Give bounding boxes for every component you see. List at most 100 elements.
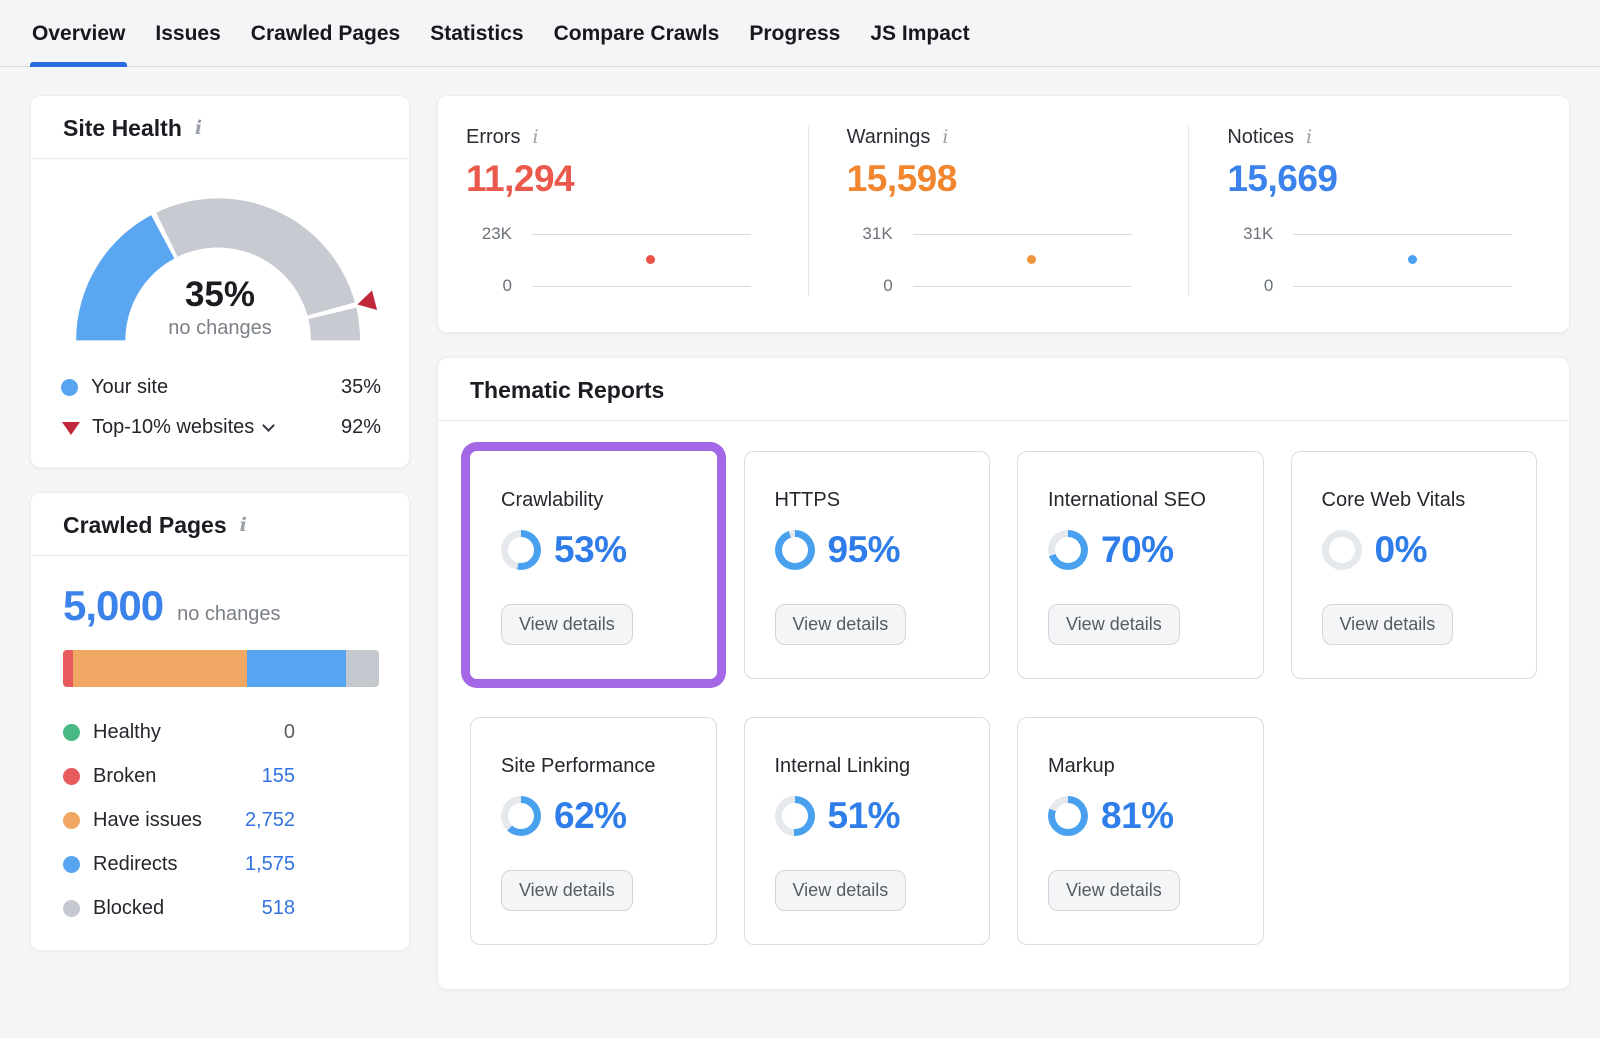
info-icon[interactable]: i: [239, 513, 247, 536]
legend-value: 92%: [340, 415, 381, 438]
bar-segment-blocked[interactable]: [346, 649, 379, 687]
warnings-sparkline: 31K 0: [847, 224, 1132, 296]
axis-min-label: 0: [502, 276, 512, 295]
gridline: [532, 233, 751, 235]
axis-max-label: 31K: [1243, 224, 1274, 243]
crawled-pages-bar: [63, 649, 379, 687]
site-health-card: Site Health i 35% no changes Your site 3…: [30, 95, 410, 468]
legend-value-link[interactable]: 1,575: [244, 852, 295, 875]
site-health-header: Site Health i: [31, 96, 409, 159]
view-details-button[interactable]: View details: [501, 604, 633, 645]
legend-value-link[interactable]: 155: [261, 764, 295, 787]
left-column: Site Health i 35% no changes Your site 3…: [30, 95, 410, 951]
gauge-center-label: 35% no changes: [61, 275, 379, 340]
view-details-button[interactable]: View details: [774, 604, 907, 645]
red-dot-icon: [63, 767, 80, 785]
errors-column: Errors i 11,294 23K 0: [438, 126, 808, 296]
progress-ring-icon: [774, 796, 815, 836]
legend-row-your-site: Your site 35%: [61, 376, 381, 399]
right-column: Errors i 11,294 23K 0 Warnings i 15,598 …: [437, 95, 1570, 990]
errors-sparkline: 23K 0: [466, 224, 751, 296]
gauge-value: 35%: [184, 275, 256, 314]
view-details-button[interactable]: View details: [1048, 870, 1180, 911]
tab-js-impact[interactable]: JS Impact: [870, 22, 970, 45]
report-card-core-web-vitals[interactable]: Core Web Vitals 0% View details: [1290, 451, 1537, 679]
report-card-internal-linking[interactable]: Internal Linking 51% View details: [743, 717, 990, 945]
bar-segment-redirects[interactable]: [246, 649, 347, 687]
data-point-dot: [1407, 254, 1417, 264]
axis-max-label: 23K: [481, 224, 512, 243]
tab-crawled-pages[interactable]: Crawled Pages: [250, 22, 401, 45]
report-title: Core Web Vitals: [1321, 489, 1466, 511]
report-percent: 95%: [827, 529, 901, 570]
info-icon[interactable]: i: [194, 117, 203, 139]
orange-dot-icon: [63, 811, 80, 829]
notices-count[interactable]: 15,669: [1227, 158, 1338, 199]
legend-label: Have issues: [93, 808, 202, 831]
legend-label: Healthy: [93, 720, 161, 743]
blue-dot-icon: [61, 378, 78, 396]
report-card-site-performance[interactable]: Site Performance 62% View details: [470, 717, 717, 945]
report-title: Markup: [1048, 755, 1115, 777]
benchmark-marker-icon: [357, 290, 378, 311]
tab-bar: Overview Issues Crawled Pages Statistics…: [0, 0, 1600, 67]
tab-overview[interactable]: Overview: [30, 20, 128, 67]
thematic-reports-title: Thematic Reports: [470, 377, 665, 403]
report-title: International SEO: [1048, 489, 1206, 511]
legend-value-link[interactable]: 518: [261, 896, 295, 919]
report-card-markup[interactable]: Markup 81% View details: [1017, 717, 1264, 945]
progress-ring-icon: [501, 796, 541, 836]
crawled-pages-legend: Healthy 0 Broken 155 Have issues 2,752 R…: [63, 721, 295, 920]
thematic-reports-card: Thematic Reports Crawlability 53% View d…: [437, 357, 1570, 990]
crawled-pages-title: Crawled Pages: [63, 511, 227, 538]
gridline: [1293, 233, 1513, 235]
gridline: [912, 285, 1132, 287]
report-percent: 0%: [1374, 529, 1428, 570]
legend-value: 0: [283, 720, 295, 743]
warnings-count[interactable]: 15,598: [846, 158, 958, 199]
view-details-button[interactable]: View details: [1321, 604, 1454, 645]
errors-label: Errors: [466, 126, 521, 148]
report-title: Crawlability: [501, 489, 604, 511]
report-percent: 62%: [554, 795, 627, 836]
legend-row-healthy: Healthy 0: [63, 721, 295, 744]
view-details-button[interactable]: View details: [774, 870, 907, 911]
progress-ring-icon: [1048, 530, 1088, 570]
errors-count[interactable]: 11,294: [466, 158, 575, 199]
bar-segment-have-issues[interactable]: [72, 649, 247, 687]
report-percent: 53%: [554, 529, 627, 570]
report-title: Site Performance: [501, 755, 656, 777]
axis-max-label: 31K: [862, 224, 893, 243]
data-point-dot: [646, 255, 656, 265]
progress-ring-icon: [1048, 796, 1088, 836]
site-health-gauge: 35% no changes: [61, 187, 379, 350]
tab-compare-crawls[interactable]: Compare Crawls: [553, 22, 720, 45]
gridline: [912, 233, 1132, 235]
report-card-https[interactable]: HTTPS 95% View details: [743, 451, 990, 679]
report-percent: 70%: [1101, 529, 1174, 570]
data-point-dot: [1026, 254, 1036, 264]
info-icon[interactable]: i: [942, 126, 949, 148]
report-card-international-seo[interactable]: International SEO 70% View details: [1017, 451, 1264, 679]
site-health-title: Site Health: [63, 115, 182, 141]
legend-value-link[interactable]: 2,752: [244, 808, 295, 831]
report-title: HTTPS: [774, 489, 841, 511]
overview-page: Site Health i 35% no changes Your site 3…: [0, 67, 1600, 990]
bar-segment-broken[interactable]: [63, 649, 73, 687]
tab-statistics[interactable]: Statistics: [430, 22, 524, 45]
progress-ring-icon: [501, 530, 541, 570]
axis-min-label: 0: [883, 276, 893, 295]
chevron-down-icon[interactable]: [262, 418, 276, 432]
view-details-button[interactable]: View details: [501, 870, 633, 911]
crawled-pages-header: Crawled Pages i: [31, 493, 409, 556]
view-details-button[interactable]: View details: [1048, 604, 1180, 645]
red-triangle-icon: [62, 421, 80, 435]
legend-label: Your site: [91, 375, 169, 398]
report-card-crawlability[interactable]: Crawlability 53% View details: [470, 451, 717, 679]
tab-progress[interactable]: Progress: [749, 22, 841, 45]
info-icon[interactable]: i: [532, 126, 539, 148]
progress-ring-icon: [774, 530, 815, 570]
info-icon[interactable]: i: [1306, 126, 1313, 148]
gauge-delta: no changes: [168, 317, 272, 339]
tab-issues[interactable]: Issues: [155, 22, 221, 45]
